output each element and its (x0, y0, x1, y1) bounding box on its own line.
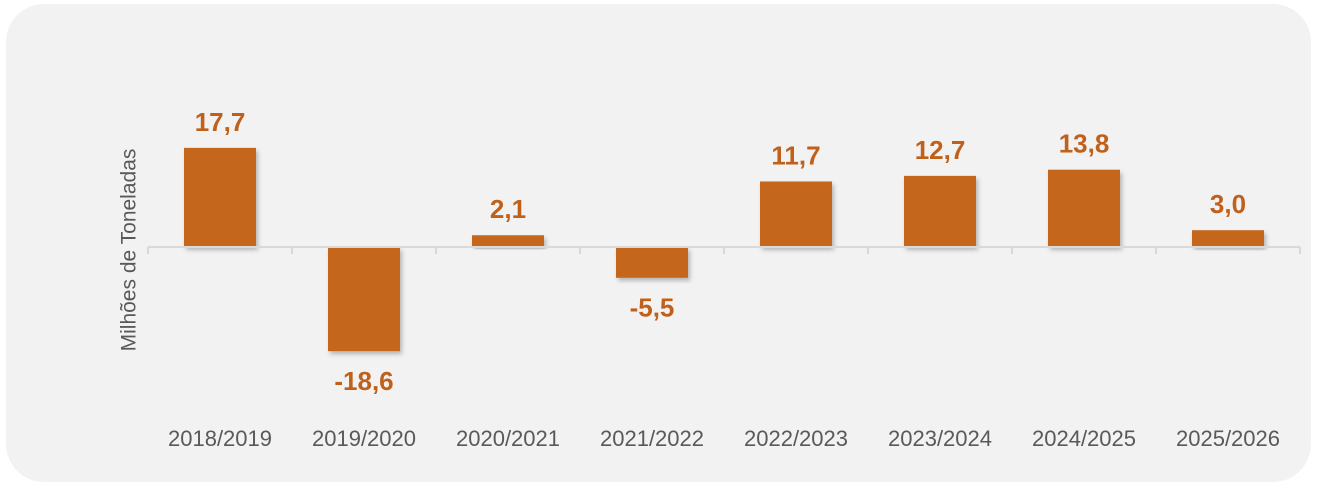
x-tick-label: 2020/2021 (456, 426, 560, 451)
bar (184, 147, 256, 247)
bar (1192, 230, 1264, 247)
bar (328, 247, 400, 352)
x-tick-label: 2024/2025 (1032, 426, 1136, 451)
value-label: 13,8 (1059, 129, 1110, 159)
value-label: 17,7 (195, 107, 246, 137)
value-label: 11,7 (771, 140, 820, 170)
bar (472, 235, 544, 247)
value-label: 3,0 (1210, 189, 1246, 219)
value-label: 2,1 (490, 194, 526, 224)
value-label: -5,5 (630, 293, 675, 323)
x-tick-label: 2023/2024 (888, 426, 992, 451)
x-tick-label: 2018/2019 (168, 426, 272, 451)
x-tick-label: 2025/2026 (1176, 426, 1280, 451)
x-tick-label: 2019/2020 (312, 426, 416, 451)
bar (616, 247, 688, 278)
bar (1048, 169, 1120, 247)
value-label: -18,6 (334, 366, 393, 396)
y-axis-label: Milhões de Toneladas (118, 149, 141, 352)
bar (760, 181, 832, 247)
x-tick-label: 2022/2023 (744, 426, 848, 451)
chart-background (6, 4, 1311, 482)
bar (904, 175, 976, 247)
value-label: 12,7 (915, 135, 966, 165)
x-tick-label: 2021/2022 (600, 426, 704, 451)
